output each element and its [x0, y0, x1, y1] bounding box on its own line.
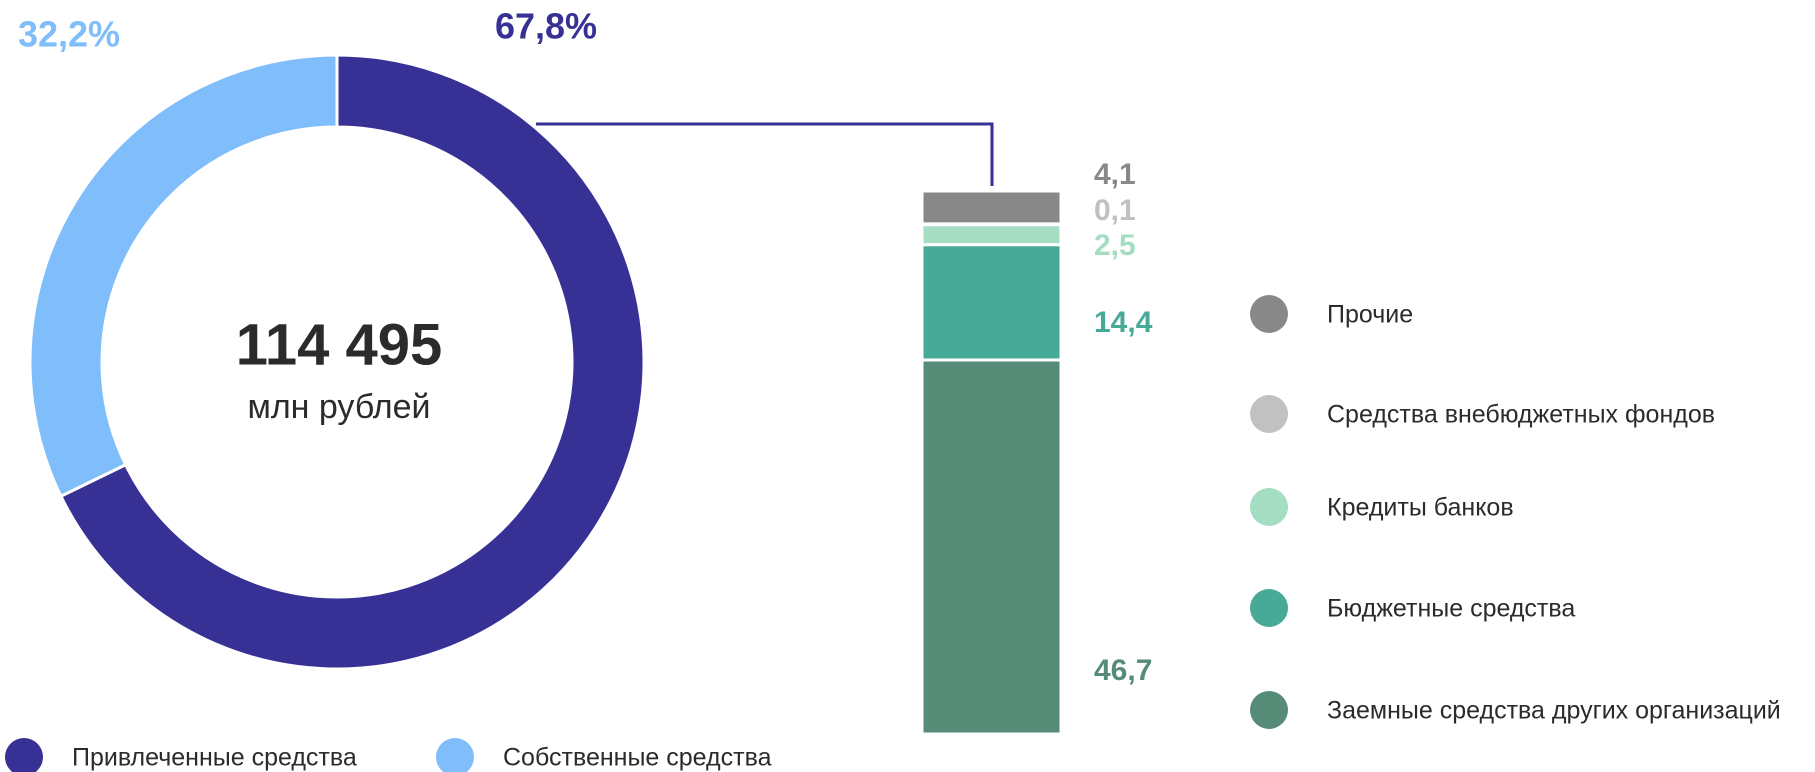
value-label: 67,8%: [495, 6, 597, 47]
legend-marker: [436, 738, 474, 772]
value-label: 2,5: [1094, 229, 1136, 262]
bar-segment: [920, 189, 1063, 226]
legend-marker: [5, 738, 43, 772]
legend-label: Привлеченные средства: [72, 744, 357, 772]
bar-segment: [920, 223, 1063, 247]
legend-label: Прочие: [1327, 301, 1413, 329]
legend-label: Заемные средства других организаций: [1327, 697, 1781, 725]
donut-segment: [28, 53, 339, 499]
legend-marker: [1250, 295, 1288, 333]
donut-segment: [58, 53, 646, 671]
legend-marker: [1250, 488, 1288, 526]
legend-marker: [1250, 395, 1288, 433]
bar-segment: [920, 243, 1063, 362]
bar-segment: [920, 358, 1063, 736]
value-label: 14,4: [1094, 306, 1153, 339]
legend-label: Средства внебюджетных фондов: [1327, 401, 1715, 429]
legend-marker: [1250, 691, 1288, 729]
legend-label: Бюджетные средства: [1327, 595, 1575, 623]
connector-line: [536, 122, 994, 186]
value-label: 32,2%: [18, 14, 120, 55]
value-label: 0,1: [1094, 194, 1136, 227]
center-label: 114 495: [236, 312, 442, 377]
legend-label: Кредиты банков: [1327, 494, 1514, 522]
value-label: 4,1: [1094, 158, 1136, 191]
legend-label: Собственные средства: [503, 744, 772, 772]
value-label: 46,7: [1094, 654, 1152, 687]
center-sublabel: млн рублей: [247, 388, 430, 426]
legend-marker: [1250, 589, 1288, 627]
